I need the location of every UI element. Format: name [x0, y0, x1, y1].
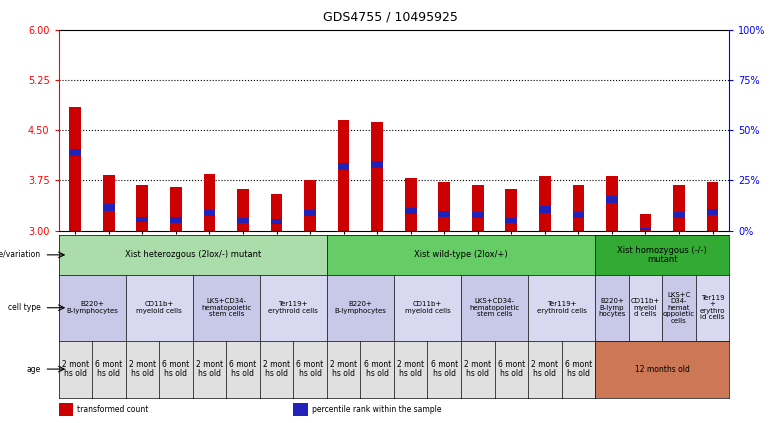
Bar — [103, 204, 115, 211]
Text: 2 mont
hs old: 2 mont hs old — [263, 360, 290, 379]
Text: 6 mont
hs old: 6 mont hs old — [95, 360, 122, 379]
Bar — [673, 185, 685, 231]
Text: 12 months old: 12 months old — [635, 365, 690, 374]
Text: LKS+CD34-
hematopoietic
stem cells: LKS+CD34- hematopoietic stem cells — [470, 298, 519, 317]
Bar — [573, 212, 584, 218]
Bar — [438, 211, 450, 217]
Text: Xist homozygous (-/-)
mutant: Xist homozygous (-/-) mutant — [617, 245, 707, 264]
Bar — [237, 189, 249, 231]
Text: CD11b+
myeloid cells: CD11b+ myeloid cells — [405, 302, 450, 314]
Text: 6 mont
hs old: 6 mont hs old — [565, 360, 592, 379]
Bar — [69, 149, 81, 156]
Bar — [405, 179, 417, 231]
Bar — [271, 194, 282, 231]
Text: 2 mont
hs old: 2 mont hs old — [531, 360, 558, 379]
Text: 6 mont
hs old: 6 mont hs old — [498, 360, 525, 379]
Bar — [204, 173, 215, 231]
Bar — [58, 404, 73, 416]
Bar — [371, 122, 383, 231]
Text: cell type: cell type — [8, 303, 41, 312]
Bar — [338, 163, 349, 170]
Bar — [136, 217, 148, 222]
Text: 2 mont
hs old: 2 mont hs old — [62, 360, 89, 379]
Text: age: age — [27, 365, 41, 374]
Text: B220+
B-lymp
hocytes: B220+ B-lymp hocytes — [598, 298, 626, 317]
Text: GDS4755 / 10495925: GDS4755 / 10495925 — [323, 11, 457, 24]
Bar — [505, 189, 517, 231]
Text: CD11b+
myeloi
d cells: CD11b+ myeloi d cells — [631, 298, 660, 317]
Bar — [371, 161, 383, 168]
Text: CD11b+
myeloid cells: CD11b+ myeloid cells — [136, 302, 182, 314]
Bar — [405, 208, 417, 214]
Text: LKS+C
D34-
hemat
oppoietic
cells: LKS+C D34- hemat oppoietic cells — [663, 292, 695, 324]
Text: LKS+CD34-
hematopoietic
stem cells: LKS+CD34- hematopoietic stem cells — [201, 298, 251, 317]
Bar — [304, 211, 316, 217]
Text: 6 mont
hs old: 6 mont hs old — [363, 360, 391, 379]
Bar — [69, 107, 81, 231]
Bar — [170, 217, 182, 222]
Text: 6 mont
hs old: 6 mont hs old — [229, 360, 257, 379]
Text: transformed count: transformed count — [77, 405, 149, 414]
Bar — [640, 228, 651, 230]
Bar — [505, 218, 517, 223]
Bar — [606, 197, 618, 203]
Bar — [573, 185, 584, 231]
Bar — [539, 176, 551, 231]
Bar — [103, 175, 115, 231]
Text: genotype/variation: genotype/variation — [0, 250, 41, 259]
Bar — [271, 220, 282, 224]
Text: 6 mont
hs old: 6 mont hs old — [431, 360, 458, 379]
Text: Ter119+
erythroid cells: Ter119+ erythroid cells — [537, 302, 587, 314]
Text: Ter119+
erythroid cells: Ter119+ erythroid cells — [268, 302, 318, 314]
Bar — [472, 185, 484, 231]
Text: 2 mont
hs old: 2 mont hs old — [330, 360, 357, 379]
Text: 2 mont
hs old: 2 mont hs old — [129, 360, 156, 379]
Text: Ter119
+
erythro
id cells: Ter119 + erythro id cells — [700, 295, 725, 321]
Text: B220+
B-lymphocytes: B220+ B-lymphocytes — [335, 302, 386, 314]
Bar — [640, 214, 651, 231]
Bar — [539, 206, 551, 213]
Text: B220+
B-lymphocytes: B220+ B-lymphocytes — [66, 302, 118, 314]
Bar — [472, 212, 484, 218]
Bar — [606, 176, 618, 231]
Bar — [438, 182, 450, 231]
Text: Xist wild-type (2lox/+): Xist wild-type (2lox/+) — [414, 250, 508, 259]
Text: Xist heterozgous (2lox/-) mutant: Xist heterozgous (2lox/-) mutant — [125, 250, 261, 259]
Bar — [170, 187, 182, 231]
Bar — [338, 120, 349, 231]
Text: 6 mont
hs old: 6 mont hs old — [296, 360, 324, 379]
Text: 2 mont
hs old: 2 mont hs old — [464, 360, 491, 379]
Bar — [293, 404, 308, 416]
Text: 2 mont
hs old: 2 mont hs old — [196, 360, 223, 379]
Bar — [673, 212, 685, 218]
Bar — [237, 218, 249, 223]
Text: 2 mont
hs old: 2 mont hs old — [397, 360, 424, 379]
Bar — [304, 180, 316, 231]
Bar — [204, 210, 215, 216]
Bar — [707, 209, 718, 215]
Bar — [136, 185, 148, 231]
Text: 6 mont
hs old: 6 mont hs old — [162, 360, 190, 379]
Text: percentile rank within the sample: percentile rank within the sample — [312, 405, 441, 414]
Bar — [707, 182, 718, 231]
